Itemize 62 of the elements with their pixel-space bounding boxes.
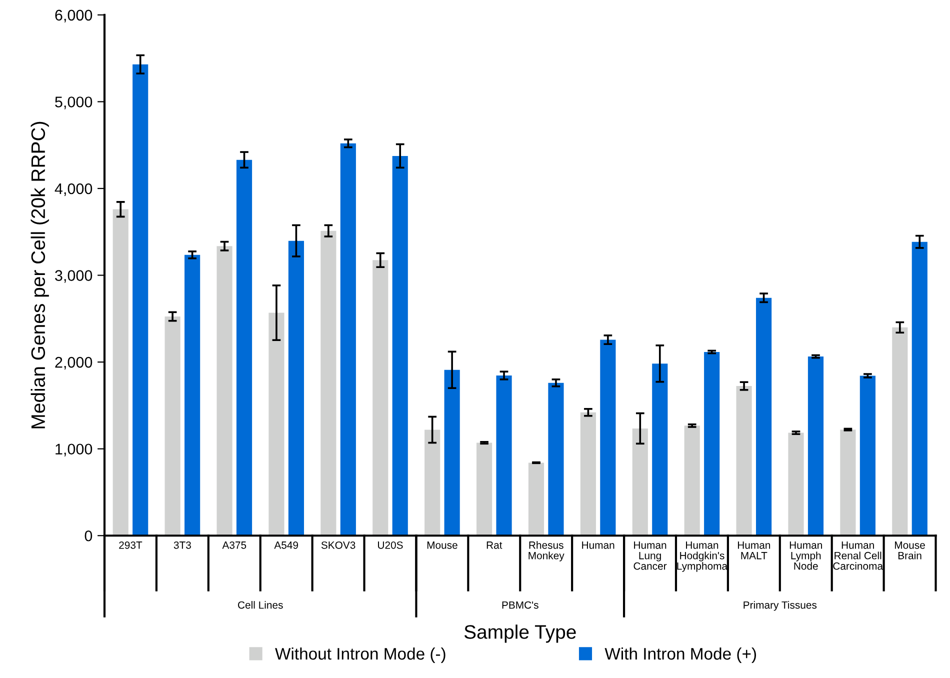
- y-tick-label: 6,000: [55, 10, 92, 22]
- y-tick-label: 3,000: [55, 270, 92, 283]
- bar: [528, 462, 544, 536]
- bar: [496, 376, 512, 536]
- bar: [340, 143, 356, 536]
- y-tick-label: 5,000: [55, 96, 92, 110]
- bar: [788, 432, 804, 536]
- bar: [756, 298, 772, 536]
- y-tick-label: 2,000: [55, 356, 92, 370]
- bar: [112, 209, 128, 536]
- bar: [184, 254, 200, 536]
- bar: [580, 412, 596, 536]
- bar: [216, 246, 232, 536]
- text: PBMC's: [502, 601, 538, 609]
- bar: [164, 316, 180, 536]
- bar: [548, 382, 564, 536]
- x-tick-label: SKOV3: [321, 541, 356, 549]
- bar: [132, 64, 148, 536]
- x-tick-label: Mouse Brain: [894, 542, 925, 560]
- x-tick-label: Human Lymph Node: [790, 542, 822, 570]
- y-tick-label: 4,000: [54, 183, 92, 196]
- text: Cell Lines: [238, 601, 283, 609]
- y-tick-label: 0: [84, 530, 92, 542]
- bar: [600, 340, 616, 536]
- legend-label: Without Intron Mode (-): [275, 647, 446, 663]
- bar: [372, 260, 388, 536]
- legend-label: With Intron Mode (+): [604, 647, 756, 663]
- x-tick-label: Human MALT: [738, 542, 770, 560]
- bar: [268, 312, 284, 536]
- y-tick-label: 1,000: [56, 444, 92, 456]
- x-tick-label: A375: [222, 541, 246, 549]
- x-tick-label: Human Renal Cell Carcinoma: [833, 542, 884, 570]
- x-tick-label: Human Hodgkin's Lymphoma: [677, 542, 728, 572]
- x-tick-label: A549: [274, 541, 298, 549]
- bar: [652, 364, 668, 536]
- bar: [476, 442, 492, 536]
- y-axis-title: Median Genes per Cell (20k RRPC): [30, 122, 49, 428]
- x-tick-label: Mouse: [427, 542, 458, 549]
- bar: [288, 240, 304, 536]
- bar: [684, 426, 700, 536]
- bar: [912, 242, 928, 536]
- bar: [632, 428, 648, 536]
- bar: [392, 156, 408, 536]
- bar: [424, 430, 440, 536]
- x-tick-label: Human: [582, 542, 614, 549]
- bar: [860, 376, 876, 536]
- bar: [892, 327, 908, 536]
- bar: [736, 386, 752, 536]
- bar: [840, 430, 856, 536]
- text: Primary Tissues: [744, 601, 817, 611]
- x-tick-label: 293T: [119, 541, 142, 549]
- x-tick-label: Human Lung Cancer: [634, 542, 667, 570]
- bar: [320, 230, 336, 536]
- bar: [444, 370, 460, 536]
- x-tick-label: 3T3: [174, 541, 191, 549]
- x-tick-label: Rhesus Monkey: [528, 541, 564, 562]
- x-tick-label: Rat: [486, 542, 502, 549]
- x-axis-title: Sample Type: [464, 624, 576, 643]
- x-tick-label: U20S: [378, 541, 403, 549]
- bar: [704, 352, 720, 536]
- bar: [236, 160, 252, 536]
- bar: [808, 356, 824, 536]
